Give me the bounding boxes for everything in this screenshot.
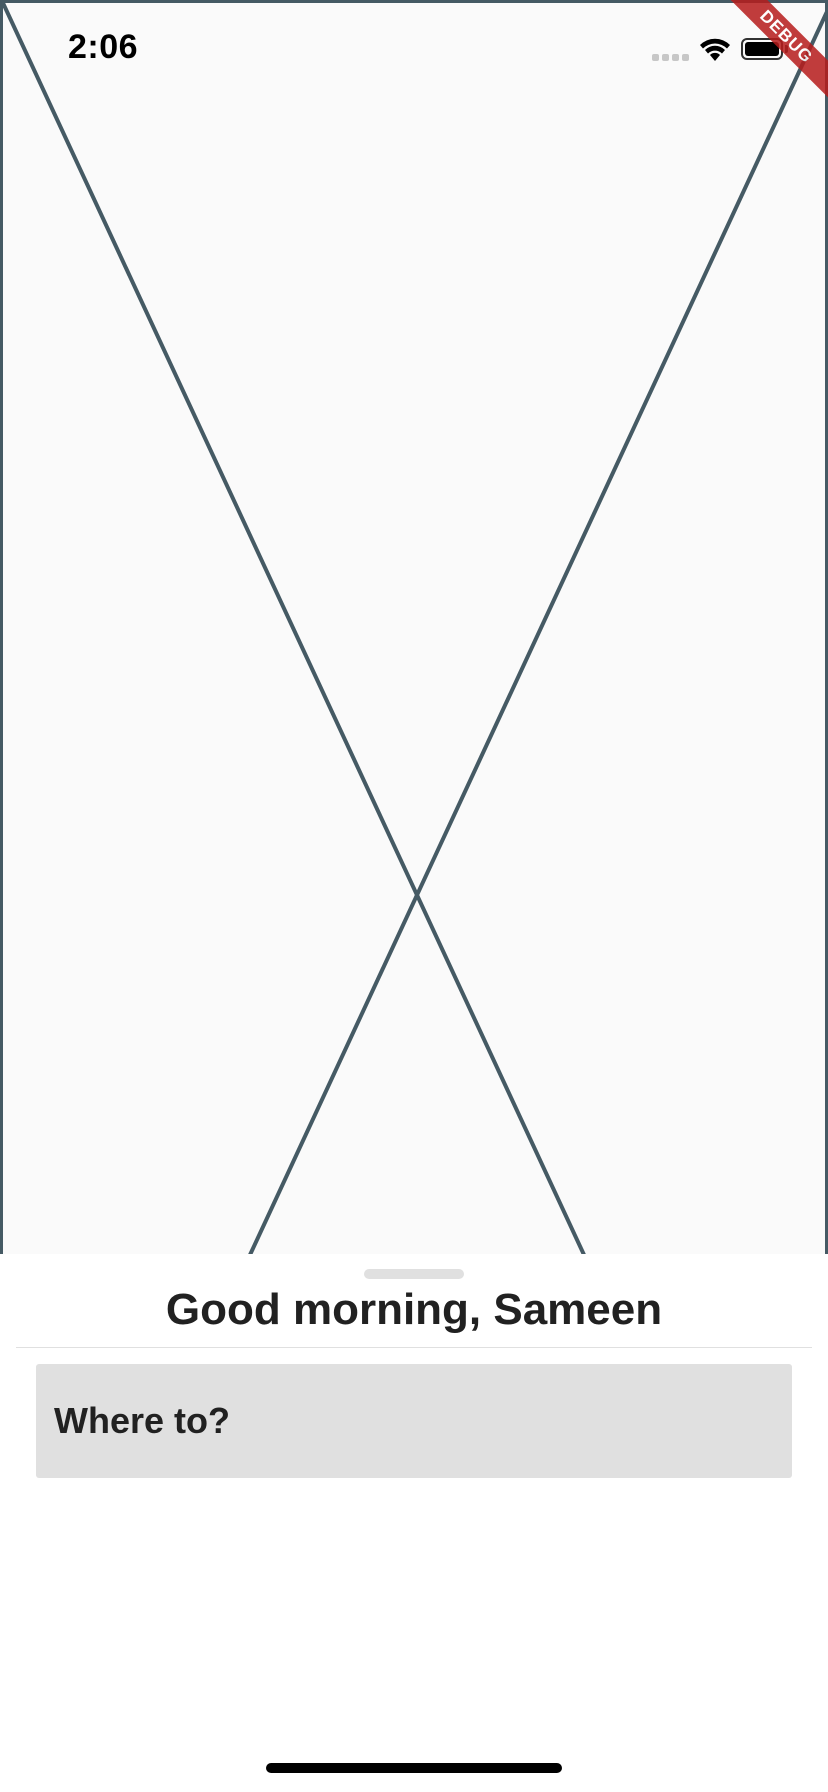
where-to-search-button[interactable]: Where to?	[36, 1364, 792, 1478]
status-time: 2:06	[68, 28, 139, 66]
cellular-signal-icon	[652, 54, 689, 61]
status-bar: 2:06	[0, 0, 828, 100]
bottom-sheet[interactable]: Good morning, Sameen Where to?	[0, 1254, 828, 1792]
sheet-drag-handle[interactable]	[364, 1269, 464, 1279]
home-indicator[interactable]	[266, 1763, 562, 1773]
map-placeholder[interactable]	[0, 0, 828, 1254]
where-to-label: Where to?	[54, 1400, 230, 1441]
placeholder-cross	[3, 3, 825, 1254]
placeholder-diagonal-1	[3, 3, 586, 1254]
battery-icon	[741, 38, 783, 60]
placeholder-diagonal-2	[248, 11, 825, 1254]
battery-tip	[785, 45, 788, 53]
greeting-title: Good morning, Sameen	[165, 1285, 663, 1334]
divider	[16, 1347, 812, 1348]
wifi-icon	[700, 38, 730, 61]
